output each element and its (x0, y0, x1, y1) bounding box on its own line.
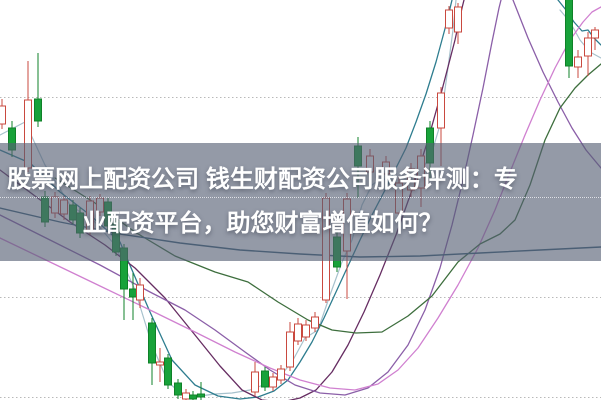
candle-up (156, 361, 164, 366)
candle-down (565, 0, 573, 67)
candle-down (261, 370, 269, 388)
candle-down (174, 382, 182, 396)
candle-up (0, 105, 6, 125)
candle-up (311, 316, 319, 329)
banner-title: 股票网上配资公司 钱生财配资公司服务评测：专 业配资平台，助您财富增值如何？ (0, 143, 563, 261)
candle-up (277, 368, 285, 381)
candle-down (164, 357, 172, 386)
candle-up (591, 29, 599, 39)
ma-line-ma60-violet (0, 0, 502, 396)
candle-down (197, 393, 205, 398)
candle-down (148, 322, 156, 364)
candle-up (286, 331, 294, 368)
ma-line-ma10-teal (0, 0, 453, 400)
candle-down (189, 394, 197, 400)
candle-up (454, 6, 462, 33)
candle-down (34, 98, 42, 122)
banner-title-line2: 业配资平台，助您财富增值如何？ (82, 210, 443, 237)
banner-title-line1: 股票网上配资公司 钱生财配资公司服务评测：专 (7, 166, 518, 193)
title-banner: 股票网上配资公司 钱生财配资公司服务评测：专 业配资平台，助您财富增值如何？ (0, 143, 601, 261)
candle-up (437, 92, 445, 129)
candle-up (294, 323, 302, 342)
candle-up (574, 56, 582, 68)
grid-line-overlay (0, 197, 601, 198)
ma-line-ma120-pink (0, 6, 601, 391)
candle-up (445, 9, 453, 29)
candle-up (182, 392, 190, 400)
candle-up (136, 284, 144, 301)
ma-line-ma-green (54, 63, 601, 334)
candle-up (584, 37, 592, 57)
candle-down (129, 288, 137, 298)
candle-up (251, 371, 259, 393)
candle-up (302, 324, 310, 338)
candle-up (269, 376, 277, 388)
